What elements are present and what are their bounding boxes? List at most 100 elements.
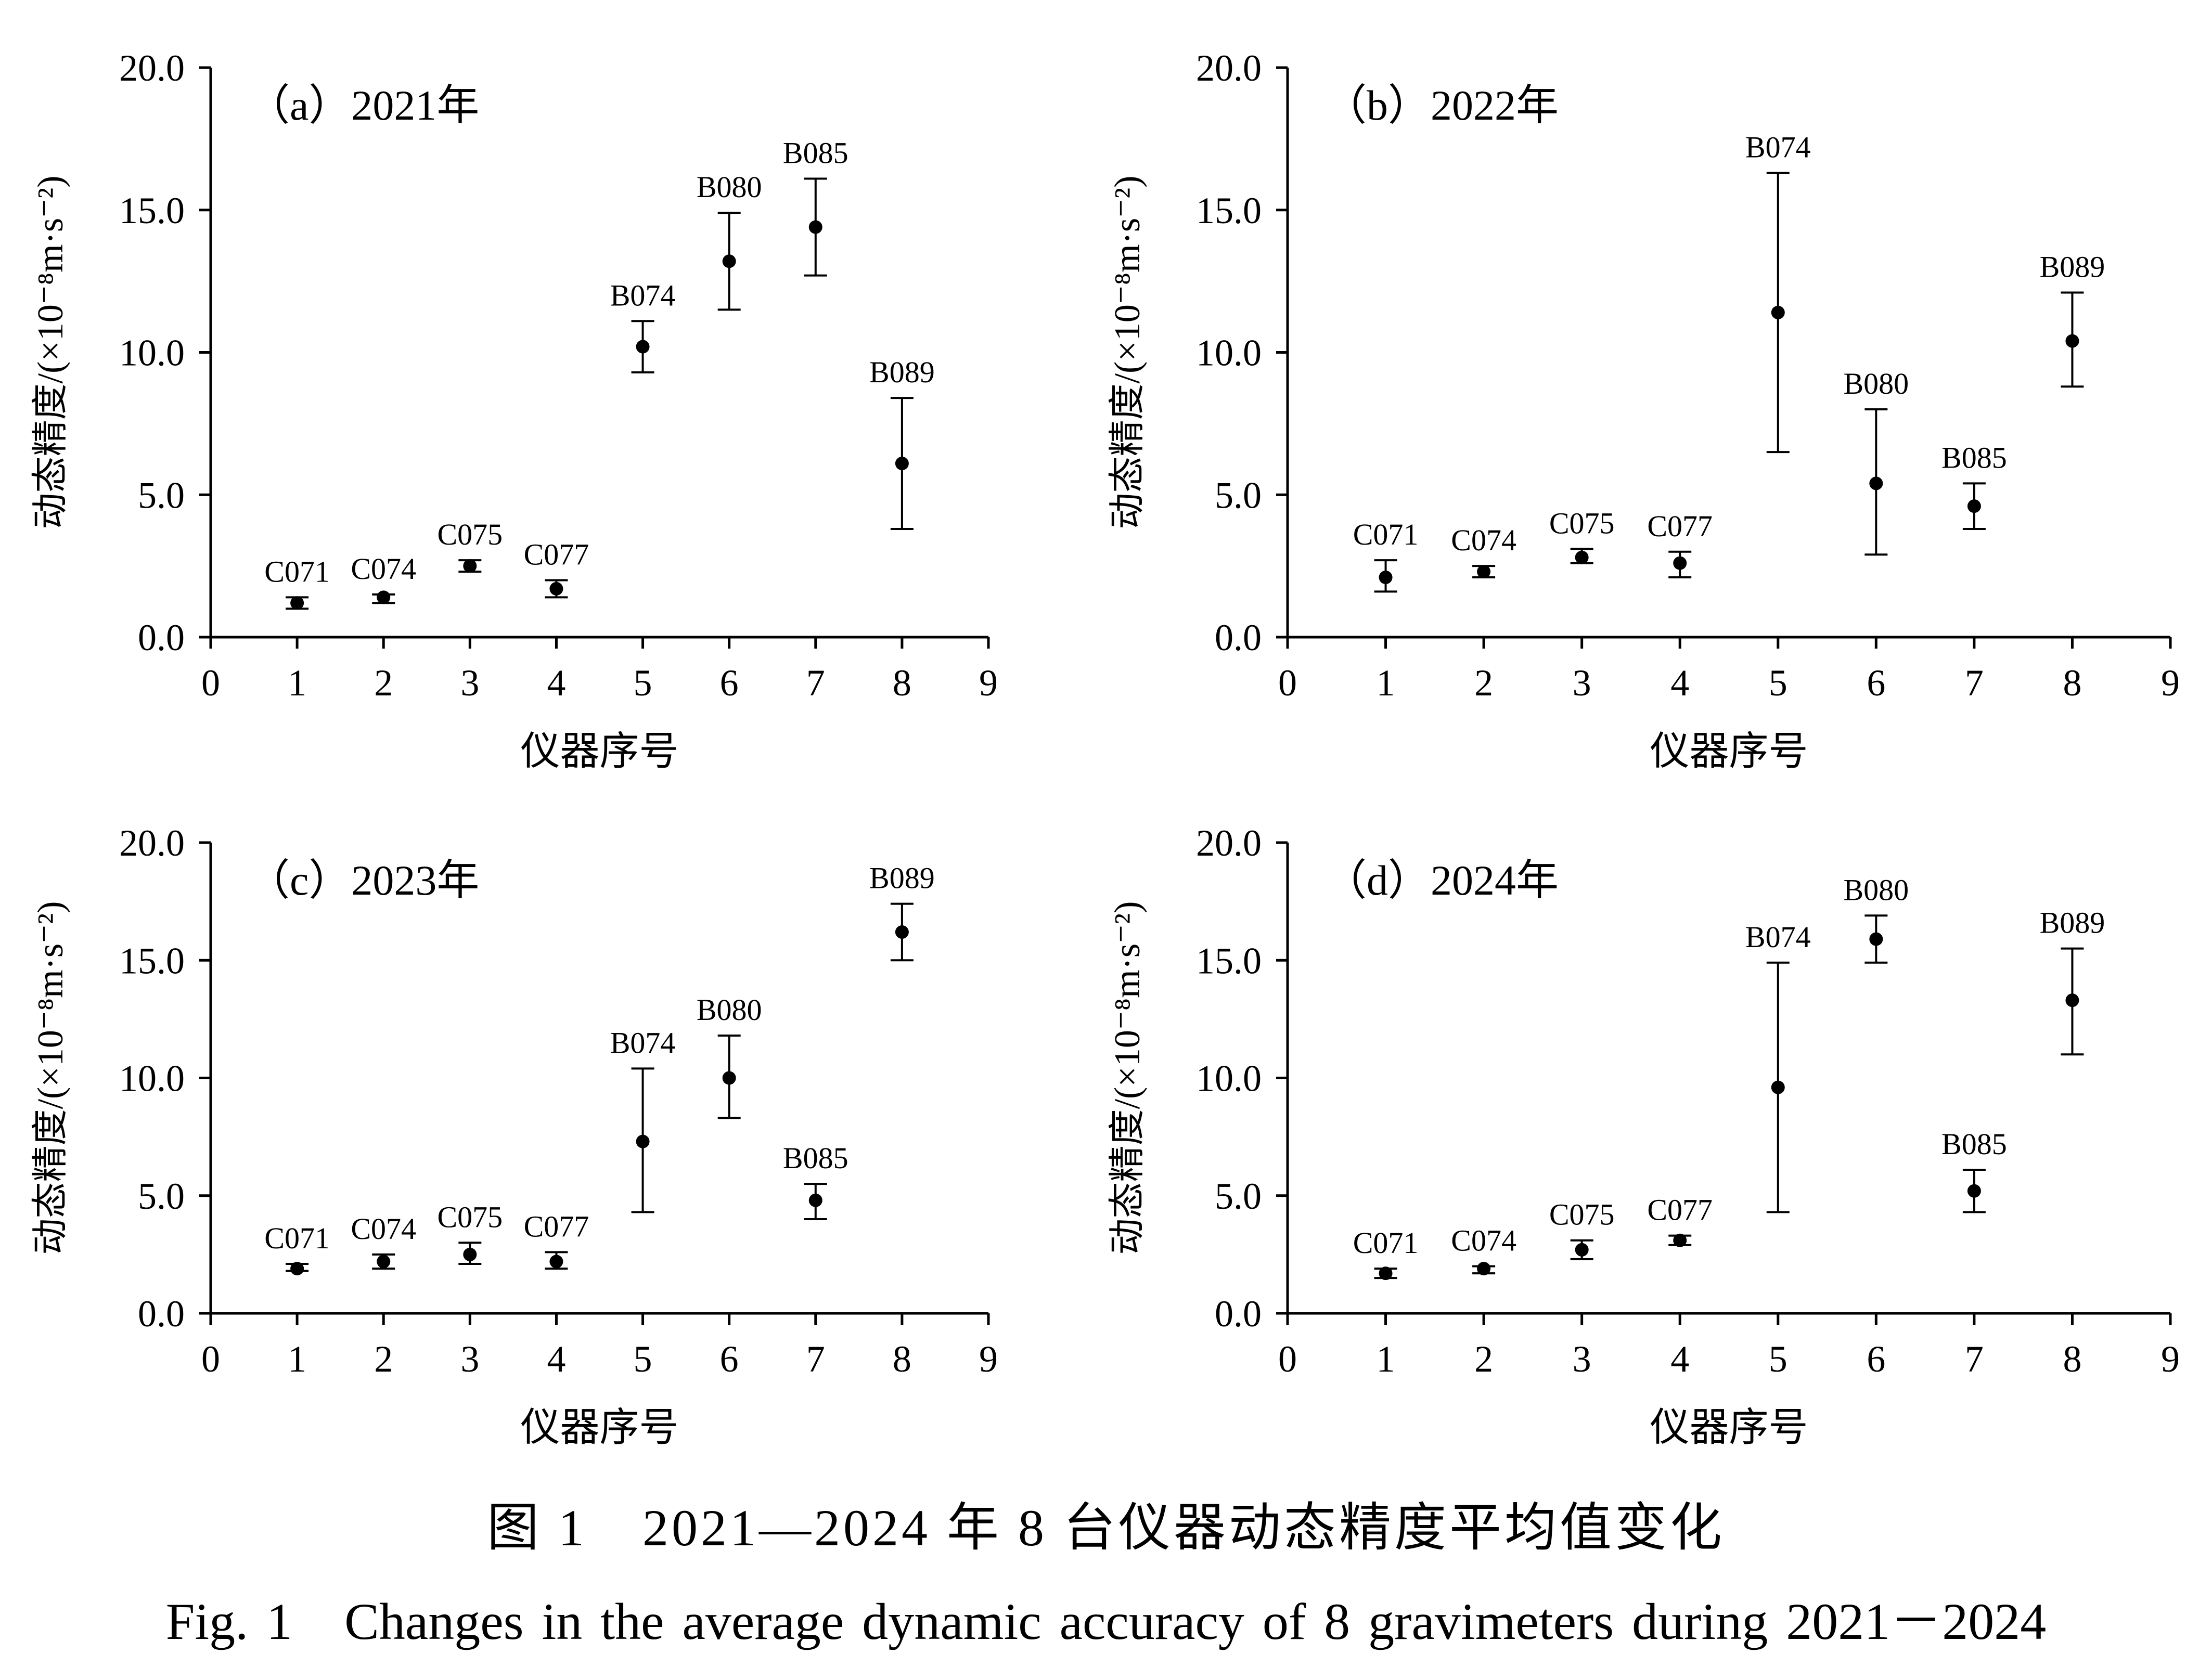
y-tick-label: 20.0 [1196,47,1262,89]
data-point-c074 [377,1255,391,1269]
data-point-b074 [636,1134,650,1148]
data-label-c075: C075 [437,518,503,551]
y-axis-title: 动态精度/(×10⁻⁸m·s⁻²) [1108,176,1148,529]
data-point-c075 [463,1247,477,1261]
data-label-c077: C077 [524,538,589,572]
x-tick-label: 6 [720,662,739,704]
data-label-b085: B085 [783,1141,848,1175]
panel-label: （c）2023年 [247,857,479,904]
x-tick-label: 7 [806,1338,825,1380]
data-label-c077: C077 [1647,509,1713,543]
figure-caption-chinese: 图 1 2021—2024 年 8 台仪器动态精度平均值变化 [487,1499,1725,1557]
data-label-b085: B085 [1941,1127,2007,1161]
data-point-c077 [549,1255,563,1269]
x-tick-label: 1 [288,662,306,704]
y-tick-label: 15.0 [119,190,185,231]
data-label-b080: B080 [1843,873,1909,907]
x-tick-label: 3 [460,1338,479,1380]
figure-caption-english: Fig. 1 Changes in the average dynamic ac… [165,1593,2047,1650]
data-point-c071 [290,596,304,610]
x-tick-label: 7 [1965,1338,1984,1380]
data-label-b089: B089 [869,861,935,895]
x-tick-label: 6 [720,1338,739,1380]
y-tick-label: 0.0 [138,1293,185,1335]
data-point-b085 [808,220,822,234]
y-tick-label: 10.0 [1196,332,1262,374]
y-tick-label: 10.0 [1196,1058,1262,1100]
y-tick-label: 15.0 [119,940,185,981]
data-point-c074 [377,590,391,604]
data-point-c077 [549,582,563,596]
x-tick-label: 8 [893,1338,911,1380]
x-tick-label: 1 [1377,1338,1395,1380]
x-tick-label: 5 [1769,1338,1787,1380]
data-label-b085: B085 [1941,441,2007,474]
data-point-b089 [2065,993,2079,1007]
data-point-b080 [722,1071,736,1085]
data-point-c077 [1673,1233,1687,1247]
data-label-c075: C075 [1549,506,1615,540]
x-tick-label: 8 [2063,662,2081,704]
data-point-c071 [290,1262,304,1276]
data-point-c075 [1575,1243,1589,1257]
x-tick-label: 8 [2063,1338,2081,1380]
x-tick-label: 2 [1474,1338,1493,1380]
data-point-b089 [895,925,909,939]
x-tick-label: 3 [460,662,479,704]
x-tick-label: 5 [634,1338,652,1380]
x-tick-label: 2 [1474,662,1493,704]
x-tick-label: 5 [634,662,652,704]
x-tick-label: 1 [1377,662,1395,704]
x-tick-label: 6 [1867,1338,1885,1380]
x-axis-title: 仪器序号 [521,1406,679,1450]
x-tick-label: 4 [547,662,565,704]
x-tick-label: 2 [374,1338,393,1380]
x-tick-label: 4 [1670,662,1689,704]
x-axis-title: 仪器序号 [1650,730,1808,773]
y-axis-title: 动态精度/(×10⁻⁸m·s⁻²) [1108,901,1148,1255]
data-label-c075: C075 [1549,1198,1615,1232]
data-label-c075: C075 [437,1200,503,1234]
x-tick-label: 0 [1278,662,1297,704]
data-point-c075 [463,559,477,573]
x-tick-label: 7 [1965,662,1984,704]
chart-panel-c: 0.0 5.0 10.0 15.0 20.0 0 1 2 3 4 5 6 7 8 9 仪器序号 动态精度/(×1… [31,822,998,1450]
x-tick-label: 8 [893,662,911,704]
data-label-b089: B089 [2040,250,2105,284]
data-label-c071: C071 [264,554,330,588]
data-point-b080 [1869,932,1883,946]
x-axis-title: 仪器序号 [521,730,679,773]
y-axis-title: 动态精度/(×10⁻⁸m·s⁻²) [31,901,71,1255]
data-label-c074: C074 [351,1212,416,1246]
y-axis-title: 动态精度/(×10⁻⁸m·s⁻²) [31,176,71,529]
data-point-b089 [2065,334,2079,348]
y-tick-label: 5.0 [1215,474,1262,516]
x-tick-label: 0 [201,1338,220,1380]
data-point-c075 [1575,550,1589,564]
data-label-b080: B080 [697,170,762,204]
x-axis-title: 仪器序号 [1650,1406,1808,1450]
panel-label: （d）2024年 [1324,857,1559,904]
y-tick-label: 15.0 [1196,940,1262,981]
panel-label: （b）2022年 [1324,82,1559,129]
data-point-b074 [1771,305,1785,319]
y-tick-label: 10.0 [119,1058,185,1100]
x-tick-label: 9 [979,1338,998,1380]
x-tick-label: 9 [2161,1338,2180,1380]
y-tick-label: 0.0 [1215,617,1262,658]
y-tick-label: 5.0 [138,474,185,516]
y-tick-label: 20.0 [119,822,185,864]
data-point-b089 [895,457,909,471]
y-tick-label: 0.0 [1215,1293,1262,1335]
panel-label: （a）2021年 [247,82,479,129]
data-label-b074: B074 [610,1026,676,1059]
data-label-b080: B080 [697,993,762,1027]
data-label-b074: B074 [610,278,676,312]
x-tick-label: 4 [1670,1338,1689,1380]
data-point-b080 [722,254,736,268]
chart-panel-a: 0.0 5.0 10.0 15.0 20.0 0 1 2 3 4 5 6 7 8 9 仪器序号 动态精度/(×1… [31,47,998,773]
data-label-b089: B089 [869,355,935,389]
data-point-c077 [1673,556,1687,570]
x-tick-label: 3 [1573,1338,1591,1380]
